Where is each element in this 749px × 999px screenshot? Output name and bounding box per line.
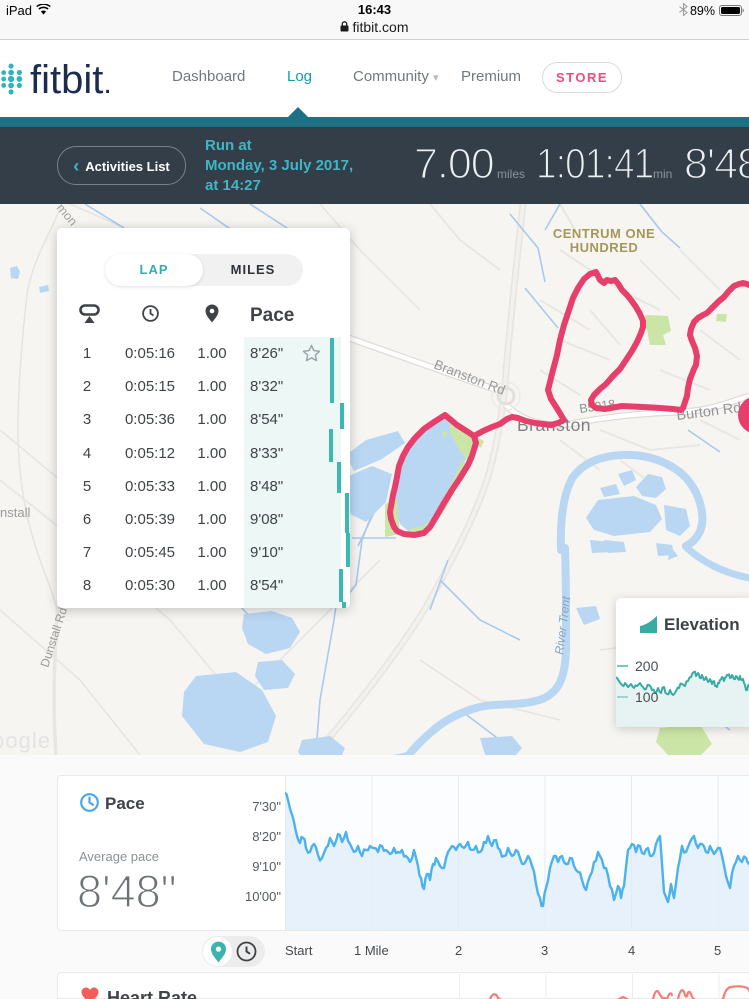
svg-text:Burton Rd: Burton Rd bbox=[676, 400, 743, 424]
svg-text:CENTRUM ONE: CENTRUM ONE bbox=[553, 226, 655, 241]
svg-text:nstall: nstall bbox=[0, 505, 30, 520]
svg-text:HUNDRED: HUNDRED bbox=[570, 240, 639, 255]
svg-text:Google: Google bbox=[0, 728, 51, 753]
